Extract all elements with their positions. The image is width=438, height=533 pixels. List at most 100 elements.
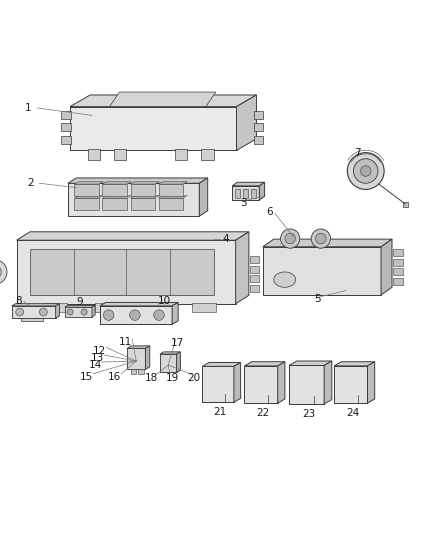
Bar xyxy=(235,189,240,198)
Circle shape xyxy=(280,229,300,248)
Circle shape xyxy=(103,310,114,320)
Polygon shape xyxy=(278,362,285,403)
Bar xyxy=(30,249,214,295)
Polygon shape xyxy=(324,361,332,404)
Text: 4: 4 xyxy=(222,234,229,244)
Bar xyxy=(250,275,258,282)
Polygon shape xyxy=(381,239,392,295)
Circle shape xyxy=(315,233,326,244)
Polygon shape xyxy=(367,362,374,403)
Text: 14: 14 xyxy=(88,360,102,370)
Text: 11: 11 xyxy=(119,337,132,348)
Circle shape xyxy=(154,310,164,320)
Polygon shape xyxy=(334,366,367,403)
Text: 5: 5 xyxy=(314,294,321,304)
Text: 21: 21 xyxy=(213,407,226,417)
Text: 10: 10 xyxy=(158,296,171,305)
Circle shape xyxy=(39,308,47,316)
Bar xyxy=(102,184,127,196)
Polygon shape xyxy=(65,307,92,317)
Circle shape xyxy=(347,152,384,189)
Polygon shape xyxy=(237,95,257,150)
Polygon shape xyxy=(234,362,240,402)
Circle shape xyxy=(353,159,378,183)
Polygon shape xyxy=(244,362,285,366)
Text: 3: 3 xyxy=(240,198,247,208)
Polygon shape xyxy=(65,305,95,307)
Bar xyxy=(74,184,99,196)
Polygon shape xyxy=(244,366,278,403)
Circle shape xyxy=(67,309,73,315)
Text: 24: 24 xyxy=(346,408,359,418)
Circle shape xyxy=(360,166,371,176)
Bar xyxy=(74,198,99,209)
Text: 9: 9 xyxy=(77,297,84,308)
Text: 6: 6 xyxy=(266,207,273,217)
Polygon shape xyxy=(68,183,199,216)
Polygon shape xyxy=(17,232,249,240)
Polygon shape xyxy=(232,186,259,200)
Polygon shape xyxy=(100,306,172,324)
Bar xyxy=(175,149,187,160)
Bar xyxy=(159,198,183,209)
Bar xyxy=(393,269,403,276)
Polygon shape xyxy=(145,346,150,369)
Bar xyxy=(251,189,256,198)
Polygon shape xyxy=(12,304,60,306)
Circle shape xyxy=(0,260,7,284)
Polygon shape xyxy=(131,182,159,184)
Bar xyxy=(148,303,172,312)
Bar xyxy=(250,285,258,292)
Polygon shape xyxy=(289,366,324,404)
Bar xyxy=(403,201,408,207)
Text: 12: 12 xyxy=(93,345,106,356)
Polygon shape xyxy=(12,306,56,318)
Polygon shape xyxy=(17,240,236,304)
Polygon shape xyxy=(172,302,178,324)
Polygon shape xyxy=(263,247,381,295)
Polygon shape xyxy=(100,302,178,306)
Polygon shape xyxy=(131,196,159,198)
Bar xyxy=(254,111,263,119)
Polygon shape xyxy=(232,182,265,186)
Text: 22: 22 xyxy=(256,408,269,418)
Text: 23: 23 xyxy=(302,409,315,418)
Circle shape xyxy=(311,229,330,248)
Ellipse shape xyxy=(274,272,296,287)
Bar xyxy=(131,368,136,374)
Polygon shape xyxy=(159,196,187,198)
Bar xyxy=(61,136,71,144)
Polygon shape xyxy=(160,354,177,373)
Polygon shape xyxy=(236,232,249,304)
Text: 17: 17 xyxy=(171,338,184,348)
Bar xyxy=(254,136,263,144)
Polygon shape xyxy=(202,366,234,402)
Text: 13: 13 xyxy=(91,353,104,363)
Polygon shape xyxy=(92,305,95,317)
Polygon shape xyxy=(127,346,150,349)
Polygon shape xyxy=(74,196,103,198)
Bar xyxy=(61,111,71,119)
Polygon shape xyxy=(102,182,131,184)
Polygon shape xyxy=(160,352,180,354)
Polygon shape xyxy=(70,107,237,150)
Text: 18: 18 xyxy=(145,373,158,383)
Polygon shape xyxy=(202,362,240,366)
Text: 2: 2 xyxy=(27,178,34,188)
Polygon shape xyxy=(110,92,216,107)
Text: 19: 19 xyxy=(166,373,179,383)
Polygon shape xyxy=(56,304,60,318)
Bar xyxy=(159,184,183,196)
Circle shape xyxy=(81,309,87,315)
Bar xyxy=(243,189,248,198)
Polygon shape xyxy=(334,362,374,366)
Text: 20: 20 xyxy=(187,373,200,383)
Bar xyxy=(102,198,127,209)
Bar xyxy=(192,303,216,312)
Polygon shape xyxy=(289,361,332,366)
Polygon shape xyxy=(68,178,208,183)
Text: 15: 15 xyxy=(80,372,93,382)
Polygon shape xyxy=(177,352,180,373)
Polygon shape xyxy=(159,182,187,184)
Circle shape xyxy=(130,310,140,320)
